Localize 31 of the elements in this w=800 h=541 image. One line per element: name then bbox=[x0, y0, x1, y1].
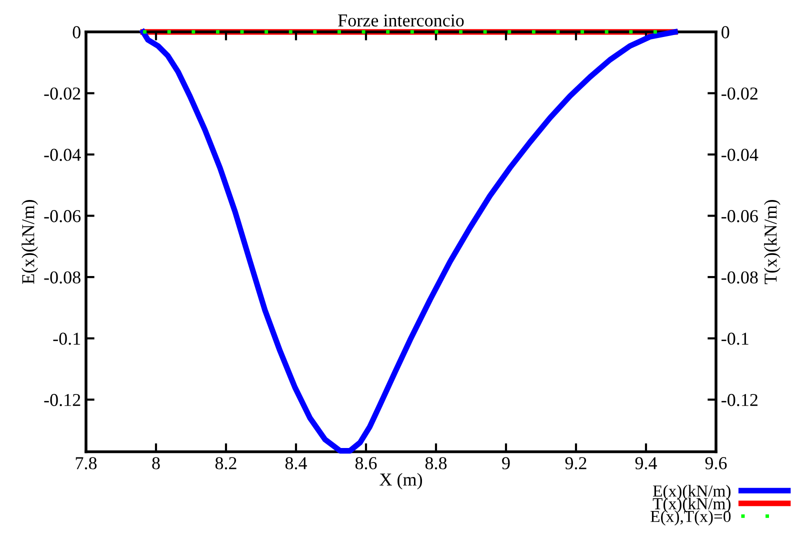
x-tick-label: 8.6 bbox=[355, 457, 377, 470]
y-axis-title: E(x)(kN/m) bbox=[22, 200, 38, 284]
y2-tick-label: -0.08 bbox=[722, 271, 758, 284]
x-tick-label: 8.2 bbox=[215, 457, 236, 470]
x-tick-label: 9.6 bbox=[705, 457, 727, 470]
y-tick-label: -0.08 bbox=[44, 271, 80, 284]
y2-tick-label: -0.06 bbox=[722, 210, 758, 222]
y2-tick-label: 0 bbox=[722, 26, 730, 38]
y-tick-label: -0.04 bbox=[44, 148, 81, 162]
legend-label: E(x),T(x)=0 bbox=[650, 510, 731, 526]
y2-axis-title: T(x)(kN/m) bbox=[764, 200, 780, 284]
legend-label: E(x)(kN/m) bbox=[653, 484, 731, 500]
y-tick-label: -0.02 bbox=[44, 87, 80, 100]
x-tick-label: 7.8 bbox=[76, 457, 97, 470]
y-tick-label: -0.12 bbox=[44, 394, 80, 406]
y2-tick-label: -0.04 bbox=[722, 148, 758, 162]
y-tick-label: 0 bbox=[72, 26, 80, 38]
y2-tick-label: -0.02 bbox=[722, 87, 758, 100]
y-tick-label: -0.06 bbox=[44, 210, 81, 222]
y-tick-label: -0.1 bbox=[53, 332, 80, 345]
y2-tick-label: -0.1 bbox=[722, 332, 748, 345]
x-tick-label: 9.2 bbox=[565, 457, 586, 470]
chart-title: Forze interconcio bbox=[338, 14, 464, 27]
legend-label: T(x)(kN/m) bbox=[652, 498, 731, 513]
x-tick-label: 9 bbox=[502, 457, 510, 470]
y2-tick-label: -0.12 bbox=[722, 394, 758, 406]
x-tick-label: 8.8 bbox=[425, 457, 447, 470]
x-tick-label: 9.4 bbox=[635, 457, 658, 470]
x-axis-title: X (m) bbox=[380, 472, 422, 490]
x-tick-label: 8 bbox=[152, 457, 160, 470]
x-tick-label: 8.4 bbox=[285, 457, 308, 470]
